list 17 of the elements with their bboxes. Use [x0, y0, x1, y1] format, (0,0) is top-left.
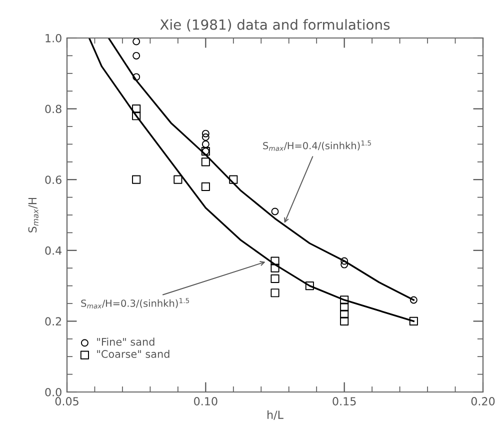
x-tick-label: 0.20	[471, 397, 495, 406]
y-tick-label: 0.8	[45, 104, 62, 114]
chart-title: Xie (1981) data and formulations	[160, 19, 390, 32]
x-tick-label: 0.05	[55, 397, 78, 406]
annotation: S$_{max}$/H=0.3/(sinhkh)$^{1.5}$	[81, 298, 190, 308]
annotation: S$_{max}$/H=0.4/(sinhkh)$^{1.5}$	[263, 140, 371, 151]
x-tick-label: 0.10	[194, 397, 218, 406]
x-axis-title: h/L	[268, 410, 284, 420]
legend-label: "Coarse" sand	[97, 350, 170, 358]
y-tick-label: 0.6	[45, 176, 62, 184]
legend-label: "Fine" sand	[97, 338, 154, 346]
y-tick-label: 0.2	[45, 317, 62, 326]
y-tick-label: 0.0	[45, 388, 62, 396]
y-tick-label: 0.4	[45, 246, 62, 255]
x-tick-label: 0.15	[332, 397, 356, 406]
y-tick-label: 1.0	[46, 34, 62, 42]
y-axis-title: S$_{max}$/H	[28, 198, 38, 232]
